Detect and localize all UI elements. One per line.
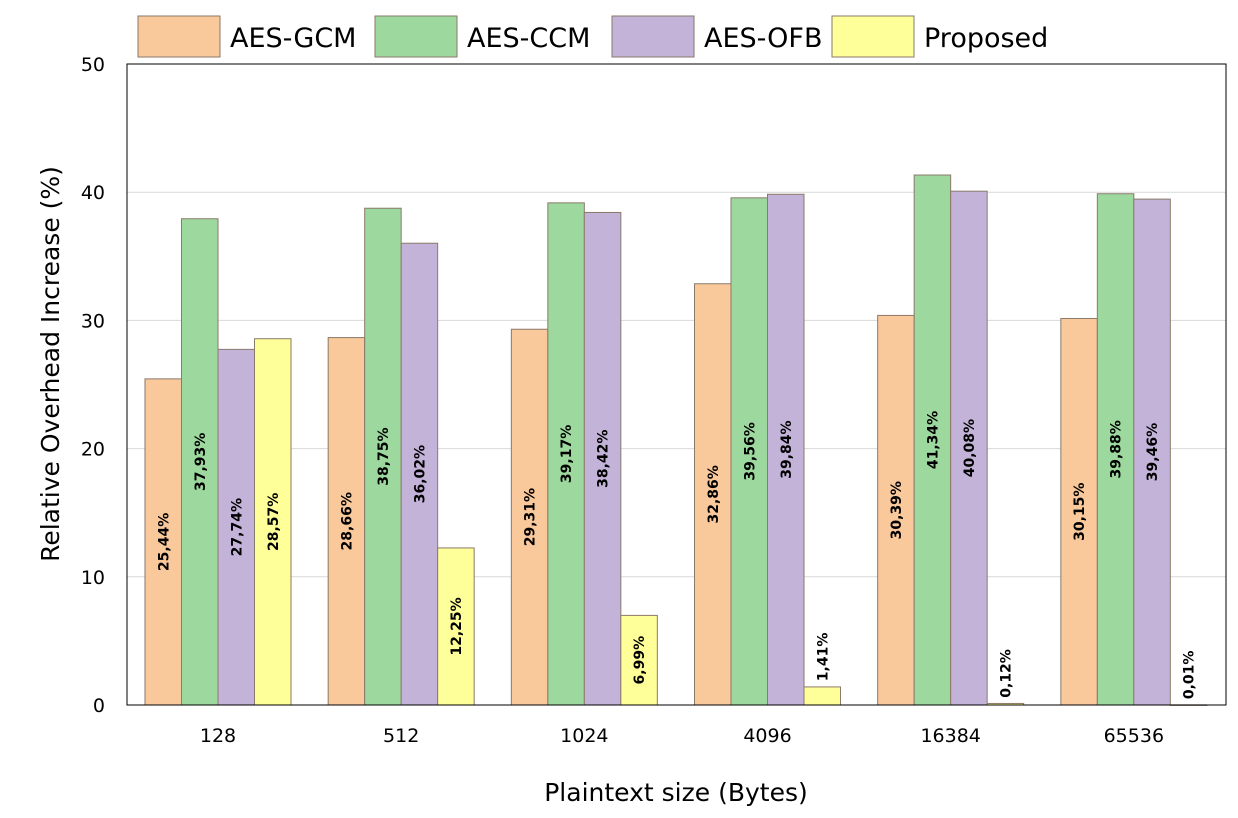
data-label: 1,41% — [815, 633, 831, 682]
legend: AES-GCM AES-CCM AES-OFB Proposed — [137, 15, 1048, 58]
bar-aes-gcm-65536 — [1060, 317, 1098, 706]
data-label: 41,34% — [925, 411, 941, 469]
x-tick-label: 65536 — [1104, 725, 1164, 747]
data-label: 30,39% — [889, 481, 905, 539]
data-label: 36,02% — [412, 445, 428, 503]
data-label: 39,88% — [1109, 420, 1125, 478]
data-label: 30,15% — [1072, 483, 1088, 541]
y-tick-label: 40 — [81, 182, 105, 204]
legend-swatch — [137, 15, 221, 58]
legend-label: AES-CCM — [467, 23, 590, 54]
bar-aes-ofb-4096 — [767, 193, 805, 706]
bar-proposed-4096 — [803, 686, 841, 706]
legend-swatch — [374, 15, 458, 58]
bars — [144, 174, 1208, 706]
bar-proposed-512 — [437, 547, 475, 706]
plot-area-frame — [126, 63, 1227, 706]
data-label: 32,86% — [706, 465, 722, 523]
data-label: 27,74% — [229, 498, 245, 556]
y-tick-label: 20 — [81, 439, 105, 461]
bar-aes-ccm-512 — [364, 207, 402, 706]
data-label: 38,75% — [376, 427, 392, 485]
data-labels: 25,44% 37,93% 27,74% 28,57% 28,66% 38,75% 36,0… — [156, 411, 1197, 699]
legend-label: AES-GCM — [230, 23, 356, 54]
bar-aes-ofb-16384 — [950, 190, 988, 706]
data-label: 28,66% — [339, 492, 355, 550]
data-label: 39,17% — [559, 425, 575, 483]
y-axis-ticks: 0 10 20 30 40 50 — [81, 54, 105, 717]
bar-aes-gcm-512 — [327, 337, 366, 706]
bar-aes-ccm-4096 — [730, 197, 768, 706]
bar-aes-ccm-1024 — [547, 202, 585, 706]
bar-aes-ofb-512 — [400, 242, 439, 706]
y-tick-label: 50 — [81, 54, 105, 76]
data-label: 39,84% — [779, 420, 795, 478]
y-tick-label: 10 — [81, 567, 105, 589]
x-axis-ticks: 128 512 1024 4096 16384 65536 — [200, 725, 1164, 747]
bar-proposed-128 — [254, 338, 292, 706]
bar-aes-gcm-1024 — [510, 328, 549, 706]
legend-swatch — [611, 15, 695, 58]
y-tick-label: 0 — [93, 695, 105, 717]
data-label: 39,56% — [742, 422, 758, 480]
bar-aes-ofb-1024 — [583, 211, 622, 706]
data-label: 38,42% — [596, 430, 612, 488]
data-label: 0,01% — [1182, 651, 1198, 700]
legend-label: Proposed — [924, 23, 1048, 54]
y-axis-title: Relative Overhead Increase (%) — [36, 166, 65, 562]
data-label: 39,46% — [1145, 423, 1161, 481]
x-tick-label: 512 — [383, 725, 419, 747]
bar-aes-ofb-65536 — [1133, 198, 1171, 706]
bar-aes-ofb-128 — [217, 348, 255, 706]
x-tick-label: 4096 — [743, 725, 791, 747]
data-label: 6,99% — [632, 636, 648, 685]
legend-label: AES-OFB — [704, 23, 822, 54]
x-tick-label: 128 — [200, 725, 236, 747]
data-label: 25,44% — [156, 513, 172, 571]
x-axis-title: Plaintext size (Bytes) — [544, 778, 808, 807]
x-tick-label: 16384 — [920, 725, 980, 747]
bar-proposed-1024 — [620, 614, 658, 706]
data-label: 12,25% — [449, 597, 465, 655]
data-label: 29,31% — [523, 488, 539, 546]
data-label: 0,12% — [998, 649, 1014, 698]
data-label: 28,57% — [266, 493, 282, 551]
gridlines — [127, 191, 1226, 578]
bar-aes-ccm-65536 — [1096, 193, 1135, 706]
x-tick-label: 1024 — [560, 725, 608, 747]
y-tick-label: 30 — [81, 310, 105, 332]
data-label: 37,93% — [193, 433, 209, 491]
legend-swatch — [831, 15, 915, 58]
bar-aes-gcm-128 — [144, 378, 182, 706]
data-label: 40,08% — [962, 419, 978, 477]
